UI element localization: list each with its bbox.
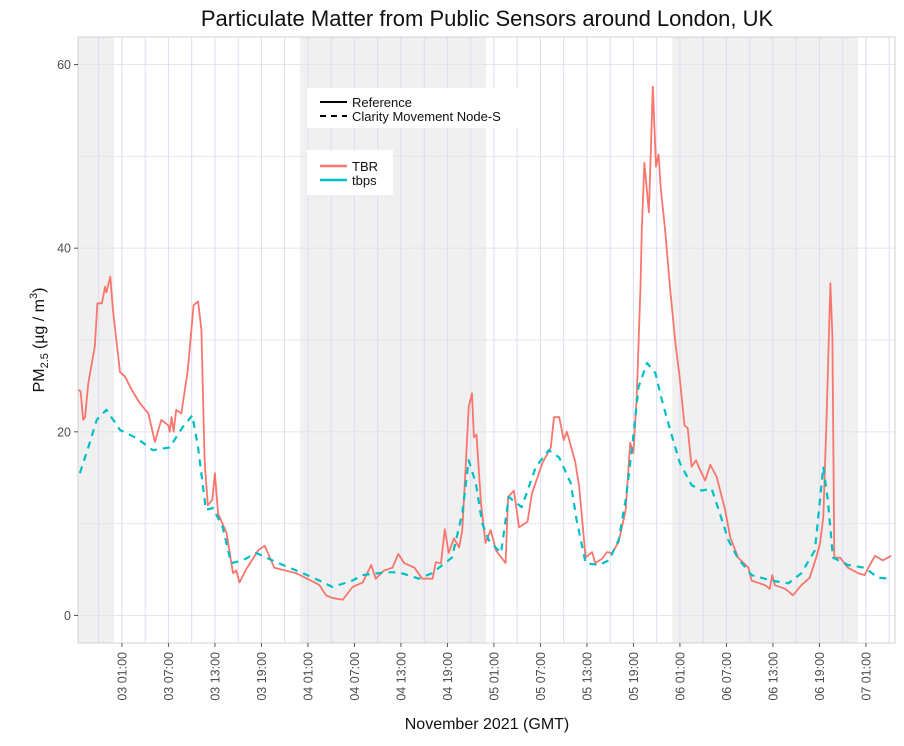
legend-reference-label: Reference xyxy=(352,95,412,110)
series-line-tbr xyxy=(77,85,892,601)
chart-title: Particulate Matter from Public Sensors a… xyxy=(201,6,774,31)
x-tick-label: 03 13:00 xyxy=(208,652,222,701)
legend-colour-box xyxy=(307,150,393,195)
legend-clarity-label: Clarity Movement Node-S xyxy=(352,109,501,124)
x-tick-label: 05 19:00 xyxy=(627,652,641,701)
y-tick-label: 20 xyxy=(57,425,71,439)
x-tick-label: 04 13:00 xyxy=(394,652,408,701)
y-tick-label: 60 xyxy=(57,58,71,72)
x-tick-label: 05 01:00 xyxy=(487,652,501,701)
x-tick-label: 03 07:00 xyxy=(162,652,176,701)
x-tick-label: 03 01:00 xyxy=(115,652,129,701)
legend-linetype: Reference Clarity Movement Node-S xyxy=(307,88,531,128)
x-tick-label: 06 13:00 xyxy=(766,652,780,701)
legend-tbr-label: TBR xyxy=(352,159,378,174)
series-line-tbps xyxy=(78,361,892,589)
y-axis-title: PM2.5 (µg / m3) xyxy=(28,288,51,393)
legend-colour: TBR tbps xyxy=(307,150,393,195)
y-tick-label: 40 xyxy=(57,242,71,256)
x-tick-label: 05 07:00 xyxy=(534,652,548,701)
y-axis-title-main: PM xyxy=(31,368,48,392)
x-tick-label: 03 19:00 xyxy=(255,652,269,701)
y-axis-ticks: 0 20 40 60 xyxy=(57,58,78,623)
series-lines xyxy=(77,85,892,601)
x-tick-label: 06 01:00 xyxy=(673,652,687,701)
y-axis-title-close: ) xyxy=(31,288,48,293)
y-axis-title-unit: (µg / m xyxy=(31,299,48,349)
legend-linetype-box xyxy=(307,88,531,128)
x-tick-label: 04 01:00 xyxy=(301,652,315,701)
x-tick-label: 06 07:00 xyxy=(720,652,734,701)
x-tick-label: 05 13:00 xyxy=(580,652,594,701)
x-tick-label: 07 01:00 xyxy=(859,652,873,701)
x-tick-label: 04 19:00 xyxy=(441,652,455,701)
grid-lines xyxy=(78,37,895,643)
y-tick-label: 0 xyxy=(64,609,71,623)
y-axis-title-sup: 3 xyxy=(28,293,40,299)
plot-border xyxy=(77,36,896,644)
y-axis-title-sub: 2.5 xyxy=(39,353,51,368)
x-tick-label: 06 19:00 xyxy=(813,652,827,701)
x-axis-ticks: 03 01:00 03 07:00 03 13:00 03 19:00 04 01:00… xyxy=(115,643,873,701)
x-axis-title: November 2021 (GMT) xyxy=(405,716,570,733)
legend-tbps-label: tbps xyxy=(352,173,377,188)
x-tick-label: 04 07:00 xyxy=(348,652,362,701)
